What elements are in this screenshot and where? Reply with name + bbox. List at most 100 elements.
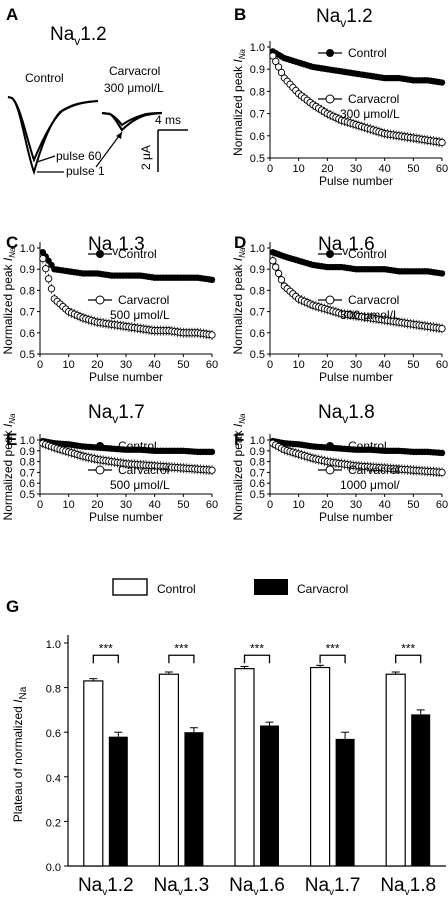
y-axis-label-i: I <box>11 699 25 703</box>
x-tick-label: 0 <box>37 499 43 511</box>
legend-carvacrol-swatch <box>254 579 288 595</box>
x-tick-label: 60 <box>206 359 218 371</box>
bar-control <box>310 666 331 867</box>
y-tick-label: 0.6 <box>250 131 265 143</box>
x-tick-label: 50 <box>407 499 419 511</box>
y-axis-label: Normalized peak INa <box>231 247 247 354</box>
panel-g: G Control Carvacrol 0.0 0.2 0.4 0.6 0.8 1.0 Plate… <box>6 578 446 898</box>
panel-title: Nav1.6 <box>318 234 375 258</box>
x-tick-label: 0 <box>267 499 273 511</box>
category-num: 1.6 <box>258 875 284 896</box>
y-tick-label: 0.9 <box>20 446 35 458</box>
y-axis-label-main: Normalized peak <box>231 427 245 520</box>
legend-drug-dose: 500 μmol/L <box>110 478 170 492</box>
category-sub: v <box>253 887 258 898</box>
significance-label: *** <box>174 641 188 655</box>
y-axis-label-i: I <box>231 59 245 63</box>
bar-carvacrol <box>184 732 204 866</box>
bar-control <box>234 668 255 867</box>
x-tick-label: 40 <box>149 499 161 511</box>
data-point <box>42 265 50 273</box>
panel-b: B Nav1.20.50.60.70.80.91.00 10 20 30 40 50 60Pu… <box>231 5 448 188</box>
legend-drug-label: Carvacrol <box>348 92 399 106</box>
legend-control-swatch <box>112 578 148 596</box>
y-tick-label: 1.0 <box>46 639 61 651</box>
panel-a-drug-label: Carvacrol <box>109 64 160 78</box>
panel-title: Nav1.8 <box>318 402 375 426</box>
y-tick-label: 0.7 <box>250 467 265 479</box>
title-num: 1.7 <box>118 402 144 423</box>
y-tick-label: 0.7 <box>250 307 265 319</box>
legend-control-label: Control <box>348 439 387 453</box>
significance-bracket <box>92 654 119 664</box>
y-axis-label: Normalized peak INa <box>1 247 17 354</box>
legend-drug-dose: 300 μmol/L <box>340 308 400 322</box>
category-label: Nav1.6 <box>229 875 285 898</box>
pulse-1-label: pulse 1 <box>66 164 105 178</box>
carvacrol-pointer-arrowhead <box>116 132 122 139</box>
category-label: Nav1.3 <box>154 875 210 898</box>
category-main: Na <box>229 875 254 896</box>
y-axis-label-sub: Na <box>238 247 247 258</box>
x-tick-label: 50 <box>177 499 189 511</box>
x-axis-label: Pulse number <box>319 174 393 188</box>
data-point <box>438 270 446 277</box>
bar-control <box>385 673 406 867</box>
legend-drug-dose: 300 μmol/L <box>340 107 400 121</box>
y-tick-label: 0.5 <box>20 349 35 361</box>
x-tick-label: 20 <box>91 359 103 371</box>
y-tick-label: 0.8 <box>20 285 35 297</box>
panel-title: Nav1.7 <box>88 402 145 426</box>
title-main: Na <box>88 402 113 423</box>
panel-a-control-label: Control <box>25 71 64 85</box>
data-point <box>274 63 283 71</box>
y-tick-label: 0.9 <box>20 264 35 276</box>
y-axis-label-main: Normalized peak <box>1 261 15 354</box>
x-tick-label: 40 <box>379 499 391 511</box>
data-point <box>269 52 277 60</box>
x-tick-label: 0 <box>267 359 273 371</box>
y-axis-label-sub: Na <box>238 48 247 59</box>
panel-d: D Nav1.60.50.60.70.80.91.00 10 20 30 40 50 60Pu… <box>231 233 448 384</box>
carvacrol-trace-pulse-60 <box>101 112 163 127</box>
data-point <box>438 449 446 457</box>
pulse-60-pointer <box>36 155 56 163</box>
y-axis-label-i: I <box>231 257 245 261</box>
legend-drug-dose: 1000 μmol/ <box>340 478 400 492</box>
y-axis-label-sub: Na <box>8 413 17 424</box>
x-tick-label: 20 <box>91 499 103 511</box>
y-axis-label-main: Normalized peak <box>231 63 245 156</box>
x-tick-label: 30 <box>350 499 362 511</box>
data-point <box>272 263 280 271</box>
legend-drug-label: Carvacrol <box>348 293 399 307</box>
panel-letter: F <box>234 430 244 449</box>
panel-a-title: Nav1.2 <box>50 24 107 48</box>
significance-label: *** <box>99 641 113 655</box>
x-axis-label: Pulse number <box>89 370 163 384</box>
series-carvacrol <box>39 253 216 340</box>
legend-control-marker <box>326 49 334 57</box>
category-sub: v <box>329 887 334 898</box>
panel-c: C Nav1.30.50.60.70.80.91.00 10 20 30 40 50 60Pu… <box>1 233 218 384</box>
data-point <box>277 276 286 284</box>
y-tick-label: 0.7 <box>20 307 35 319</box>
y-axis-label: Normalized peak INa <box>1 413 17 520</box>
legend-control-label: Control <box>118 439 157 453</box>
x-tick-label: 20 <box>321 499 333 511</box>
scale-current-label: 2 μA <box>139 145 153 170</box>
legend-control-label: Control <box>348 46 387 60</box>
x-tick-label: 60 <box>436 359 448 371</box>
title-sub: v <box>340 16 346 30</box>
category-num: 1.8 <box>410 875 436 896</box>
y-tick-label: 0.8 <box>250 285 265 297</box>
title-sub: v <box>342 244 348 258</box>
category-main: Na <box>78 875 103 896</box>
y-tick-label: 0.5 <box>250 153 265 165</box>
y-tick-label: 0.9 <box>250 264 265 276</box>
data-point <box>39 254 47 263</box>
y-axis-label-main: Normalized peak <box>231 261 245 354</box>
x-tick-label: 10 <box>293 499 305 511</box>
y-tick-label: 0.8 <box>20 457 35 469</box>
